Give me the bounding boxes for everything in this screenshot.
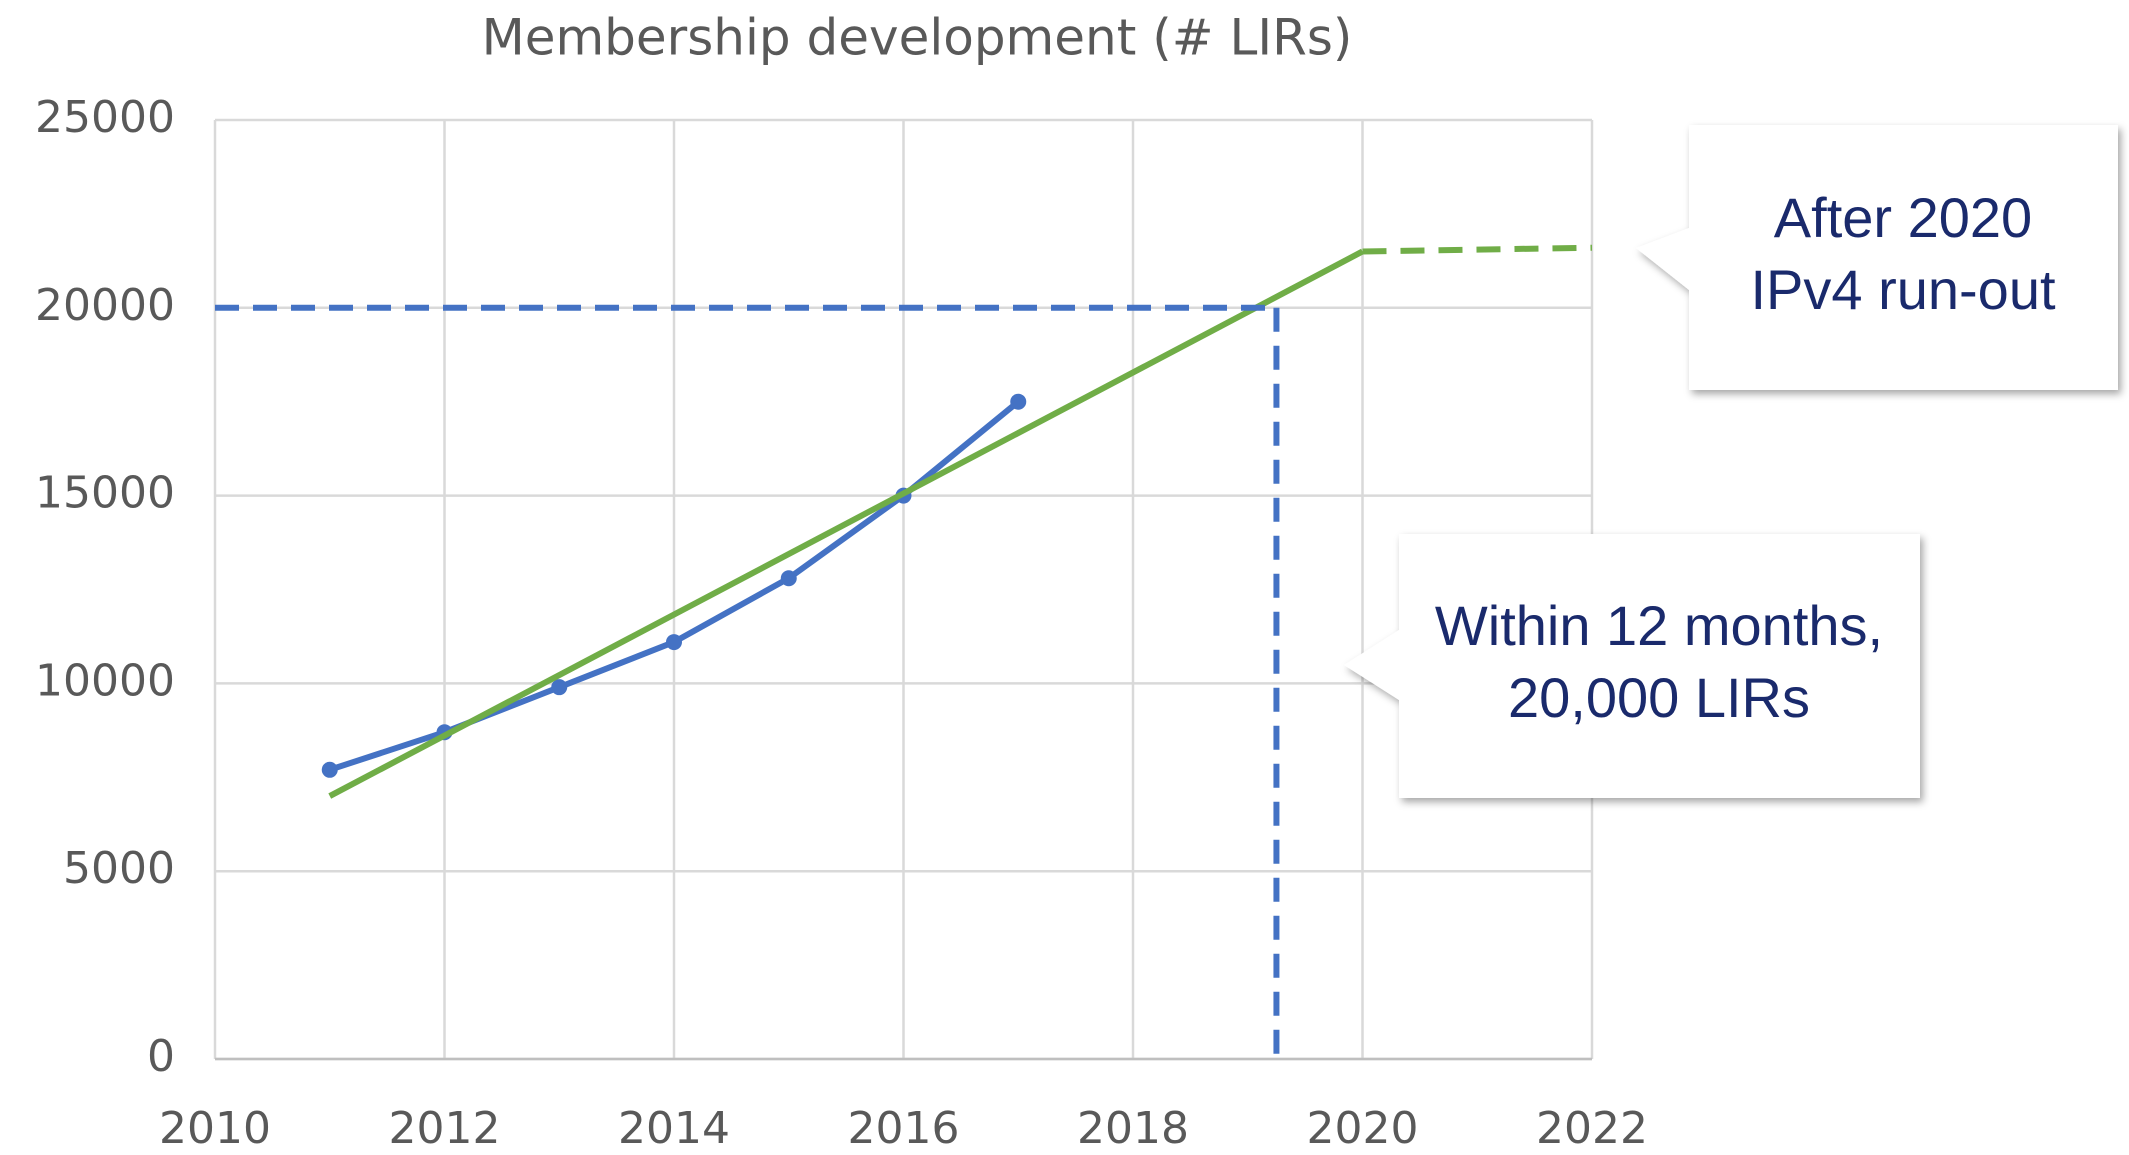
series-line — [328, 248, 1364, 799]
chart-title: Membership development (# LIRs) — [482, 9, 1353, 67]
series-line — [1362, 244, 1593, 255]
data-point — [780, 570, 797, 587]
x-tick-label: 2020 — [1307, 1103, 1419, 1154]
data-point — [1010, 393, 1027, 410]
data-point — [666, 634, 682, 651]
x-tick-label: 2022 — [1536, 1103, 1648, 1154]
series — [215, 244, 1593, 1059]
callout-text: Within 12 months, — [1435, 594, 1883, 657]
callouts — [1344, 125, 2118, 798]
y-tick-label: 5000 — [63, 843, 175, 894]
x-tick-label: 2014 — [618, 1103, 730, 1154]
x-tick-label: 2016 — [848, 1103, 960, 1154]
y-tick-label: 0 — [147, 1031, 175, 1082]
x-tick-label: 2012 — [389, 1103, 501, 1154]
x-tick-label: 2018 — [1077, 1103, 1189, 1154]
y-tick-label: 25000 — [35, 92, 175, 143]
grid — [213, 118, 1594, 1061]
y-tick-label: 15000 — [35, 468, 175, 519]
callout-box — [1344, 534, 1920, 798]
callout-text: IPv4 run-out — [1750, 258, 2055, 321]
data-point — [321, 761, 338, 778]
callout-box — [1636, 125, 2118, 390]
callout-text: After 2020 — [1774, 186, 2032, 249]
y-tick-label: 10000 — [35, 655, 175, 706]
y-tick-label: 20000 — [35, 280, 175, 331]
callout-text: 20,000 LIRs — [1508, 666, 1810, 729]
data-point — [551, 679, 568, 696]
x-tick-label: 2010 — [159, 1103, 271, 1154]
